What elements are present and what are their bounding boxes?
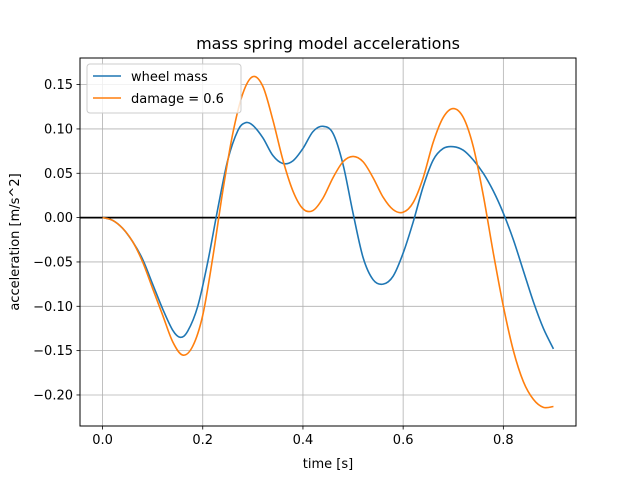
y-tick-label: 0.00 (44, 211, 73, 226)
y-axis-label: acceleration [m/s^2] (8, 173, 23, 310)
x-axis-ticks: 0.0 0.2 0.4 0.6 0.8 (92, 426, 514, 448)
plot-frame (79, 57, 577, 427)
legend-box (86, 63, 242, 114)
x-axis-label: time [s] (303, 457, 353, 472)
legend: wheel mass damage = 0.6 (86, 63, 242, 114)
x-tick-label: 0.0 (92, 433, 113, 448)
y-tick-label: −0.05 (33, 255, 73, 270)
x-tick-label: 0.6 (393, 433, 414, 448)
y-axis-ticks: −0.20 −0.15 −0.10 −0.05 0.00 0.05 0.10 0.15 (33, 78, 80, 403)
legend-label-damage: damage = 0.6 (131, 92, 224, 107)
legend-label-wheel-mass: wheel mass (131, 70, 208, 85)
y-tick-label: 0.10 (44, 122, 73, 137)
series-line-0 (102, 121, 555, 350)
y-tick-label: −0.15 (33, 344, 73, 359)
x-tick-label: 0.4 (293, 433, 314, 448)
series-group (102, 75, 555, 409)
y-tick-label: 0.05 (44, 167, 73, 182)
x-tick-label: 0.2 (192, 433, 213, 448)
series-line-1 (102, 75, 554, 409)
x-tick-label: 0.8 (493, 433, 514, 448)
y-tick-label: 0.15 (44, 78, 73, 93)
y-tick-label: −0.20 (33, 388, 73, 403)
y-tick-label: −0.10 (33, 300, 73, 315)
chart-title: mass spring model accelerations (196, 34, 460, 53)
